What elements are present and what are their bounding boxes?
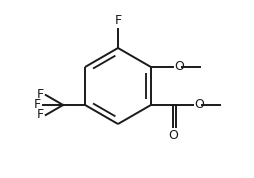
- Text: F: F: [37, 109, 44, 122]
- Text: F: F: [34, 98, 41, 111]
- Text: F: F: [37, 88, 44, 101]
- Text: O: O: [174, 61, 184, 74]
- Text: F: F: [115, 14, 122, 27]
- Text: O: O: [194, 98, 204, 111]
- Text: O: O: [168, 129, 178, 142]
